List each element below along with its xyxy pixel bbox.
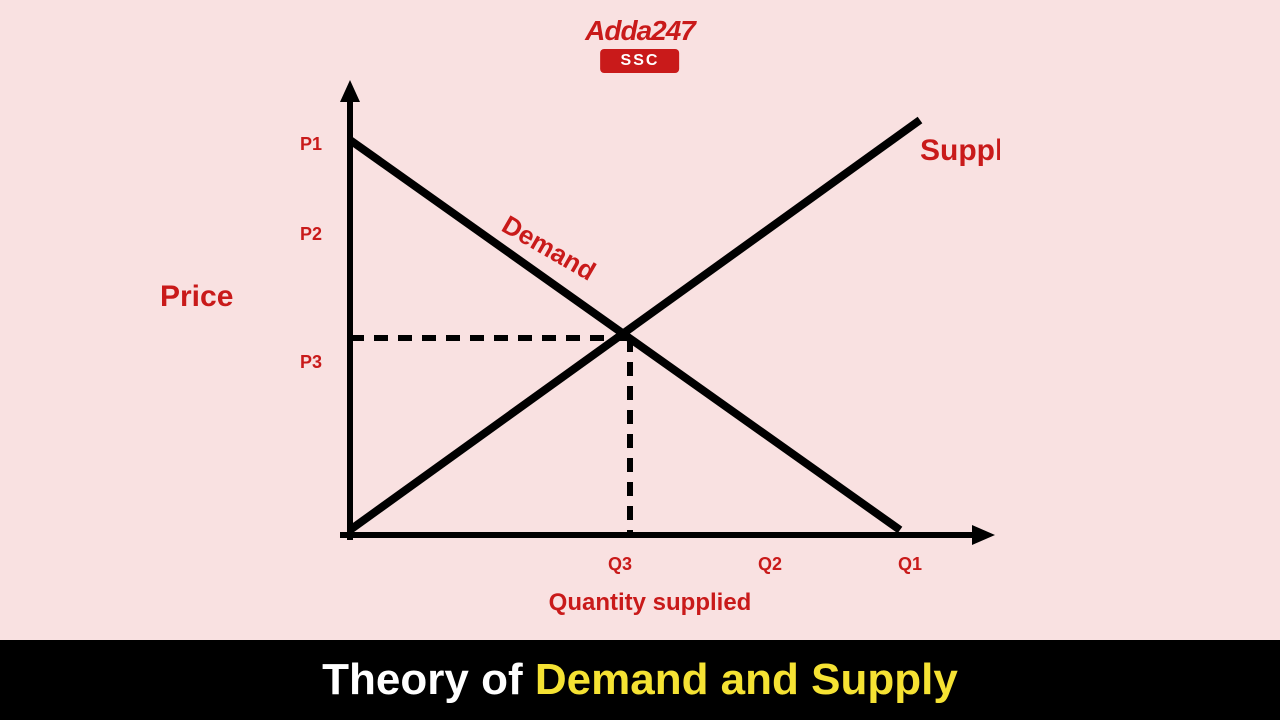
title-bar: Theory of Demand and Supply [0, 640, 1280, 720]
y-axis-arrow [340, 80, 360, 102]
title-part2: Demand and Supply [535, 655, 958, 704]
y-tick-p3: P3 [300, 352, 322, 372]
demand-label: Demand [497, 209, 601, 286]
logo-container: Adda247 SSC [585, 15, 695, 73]
logo-sub-badge: SSC [601, 49, 680, 73]
y-tick-p1: P1 [300, 134, 322, 154]
chart-container: P1 P2 P3 Q3 Q2 Q1 Demand Supply Quantity… [300, 80, 1000, 620]
supply-demand-chart: P1 P2 P3 Q3 Q2 Q1 Demand Supply Quantity… [300, 80, 1000, 620]
page-title: Theory of Demand and Supply [322, 655, 958, 705]
x-tick-q1: Q1 [898, 554, 922, 574]
x-axis-label: Quantity supplied [549, 589, 752, 616]
x-axis-arrow [972, 525, 995, 545]
supply-curve [350, 120, 920, 530]
logo-brand: Adda247 [585, 15, 695, 47]
y-axis-label: Price [160, 280, 233, 314]
y-tick-p2: P2 [300, 224, 322, 244]
title-part1: Theory of [322, 655, 535, 704]
supply-label: Supply [920, 134, 1000, 167]
x-tick-q2: Q2 [758, 554, 782, 574]
x-tick-q3: Q3 [608, 554, 632, 574]
chart-background: Adda247 SSC Price P1 P2 [0, 0, 1280, 640]
